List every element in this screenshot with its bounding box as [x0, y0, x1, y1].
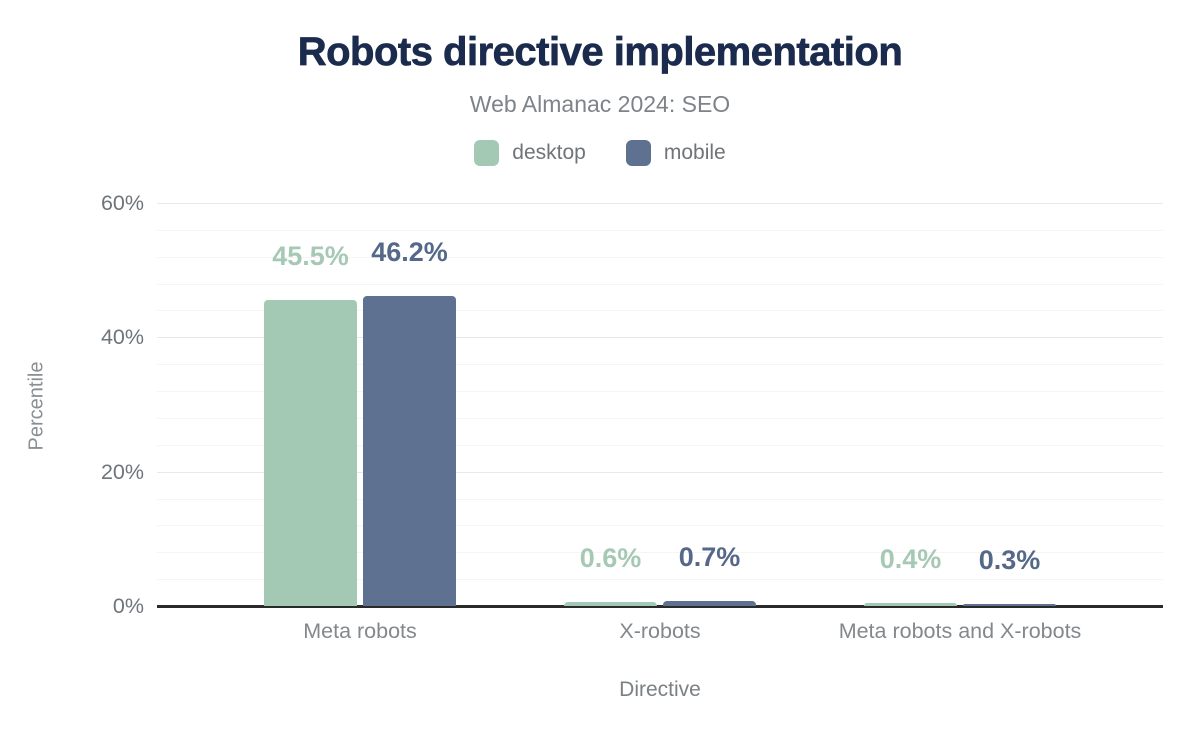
legend-item-desktop[interactable]: desktop — [474, 140, 586, 166]
data-label-mobile-meta-robots-and-x-robots: 0.3% — [978, 545, 1041, 575]
data-label-desktop-meta-robots: 45.5% — [272, 241, 349, 272]
legend: desktop mobile — [0, 140, 1200, 166]
legend-swatch-mobile — [625, 140, 651, 166]
legend-item-mobile[interactable]: mobile — [625, 140, 726, 166]
y-tick-20: 20% — [100, 459, 144, 484]
chart-title: Robots directive implementation — [297, 30, 903, 75]
x-axis-title: Directive — [619, 678, 701, 701]
bar-mobile-x-robots[interactable] — [663, 601, 756, 606]
bar-desktop-meta-robots[interactable] — [264, 300, 357, 606]
x-category-meta-robots-and-x-robots: Meta robots and X-robots — [838, 619, 1082, 643]
gridline-minor-28 — [157, 417, 1163, 419]
gridline-major-60 — [157, 203, 1163, 204]
y-tick-60: 60% — [100, 191, 144, 215]
gridline-major-20 — [157, 471, 1163, 473]
gridline-minor-56 — [157, 229, 1163, 231]
y-tick-0: 0% — [112, 594, 144, 618]
y-axis-title: Percentile — [25, 361, 48, 451]
bar-mobile-meta-robots-and-x-robots[interactable] — [963, 604, 1056, 606]
chart-subtitle: Web Almanac 2024: SEO — [469, 91, 731, 117]
bar-mobile-meta-robots[interactable] — [363, 295, 456, 606]
legend-label: desktop — [512, 141, 586, 164]
bar-desktop-x-robots[interactable] — [564, 601, 657, 606]
gridline-minor-48 — [157, 283, 1163, 285]
bar-desktop-meta-robots-and-x-robots[interactable] — [864, 603, 957, 606]
data-label-mobile-x-robots: 0.7% — [678, 542, 741, 573]
gridline-minor-8 — [157, 552, 1163, 554]
data-label-desktop-x-robots: 0.6% — [579, 542, 642, 573]
y-tick-40: 40% — [100, 325, 144, 350]
x-category-meta-robots: Meta robots — [303, 619, 417, 643]
gridline-major-40 — [157, 337, 1163, 339]
gridline-minor-4 — [157, 579, 1163, 581]
x-axis-line — [157, 605, 1163, 608]
legend-label: mobile — [663, 141, 726, 164]
gridline-minor-36 — [157, 364, 1163, 366]
gridline-minor-32 — [157, 391, 1163, 393]
gridline-minor-16 — [157, 498, 1163, 500]
data-label-mobile-meta-robots: 46.2% — [371, 236, 448, 267]
legend-swatch-desktop — [474, 140, 500, 166]
plot-area: 45.5% 46.2% 0.6% 0.7% 0.4% 0.3% — [157, 203, 1163, 608]
data-label-desktop-meta-robots-and-x-robots: 0.4% — [879, 544, 942, 575]
gridline-minor-24 — [157, 444, 1163, 446]
gridline-minor-44 — [157, 310, 1163, 312]
gridline-minor-12 — [157, 525, 1163, 527]
x-category-x-robots: X-robots — [619, 619, 701, 643]
gridline-minor-52 — [157, 256, 1163, 258]
